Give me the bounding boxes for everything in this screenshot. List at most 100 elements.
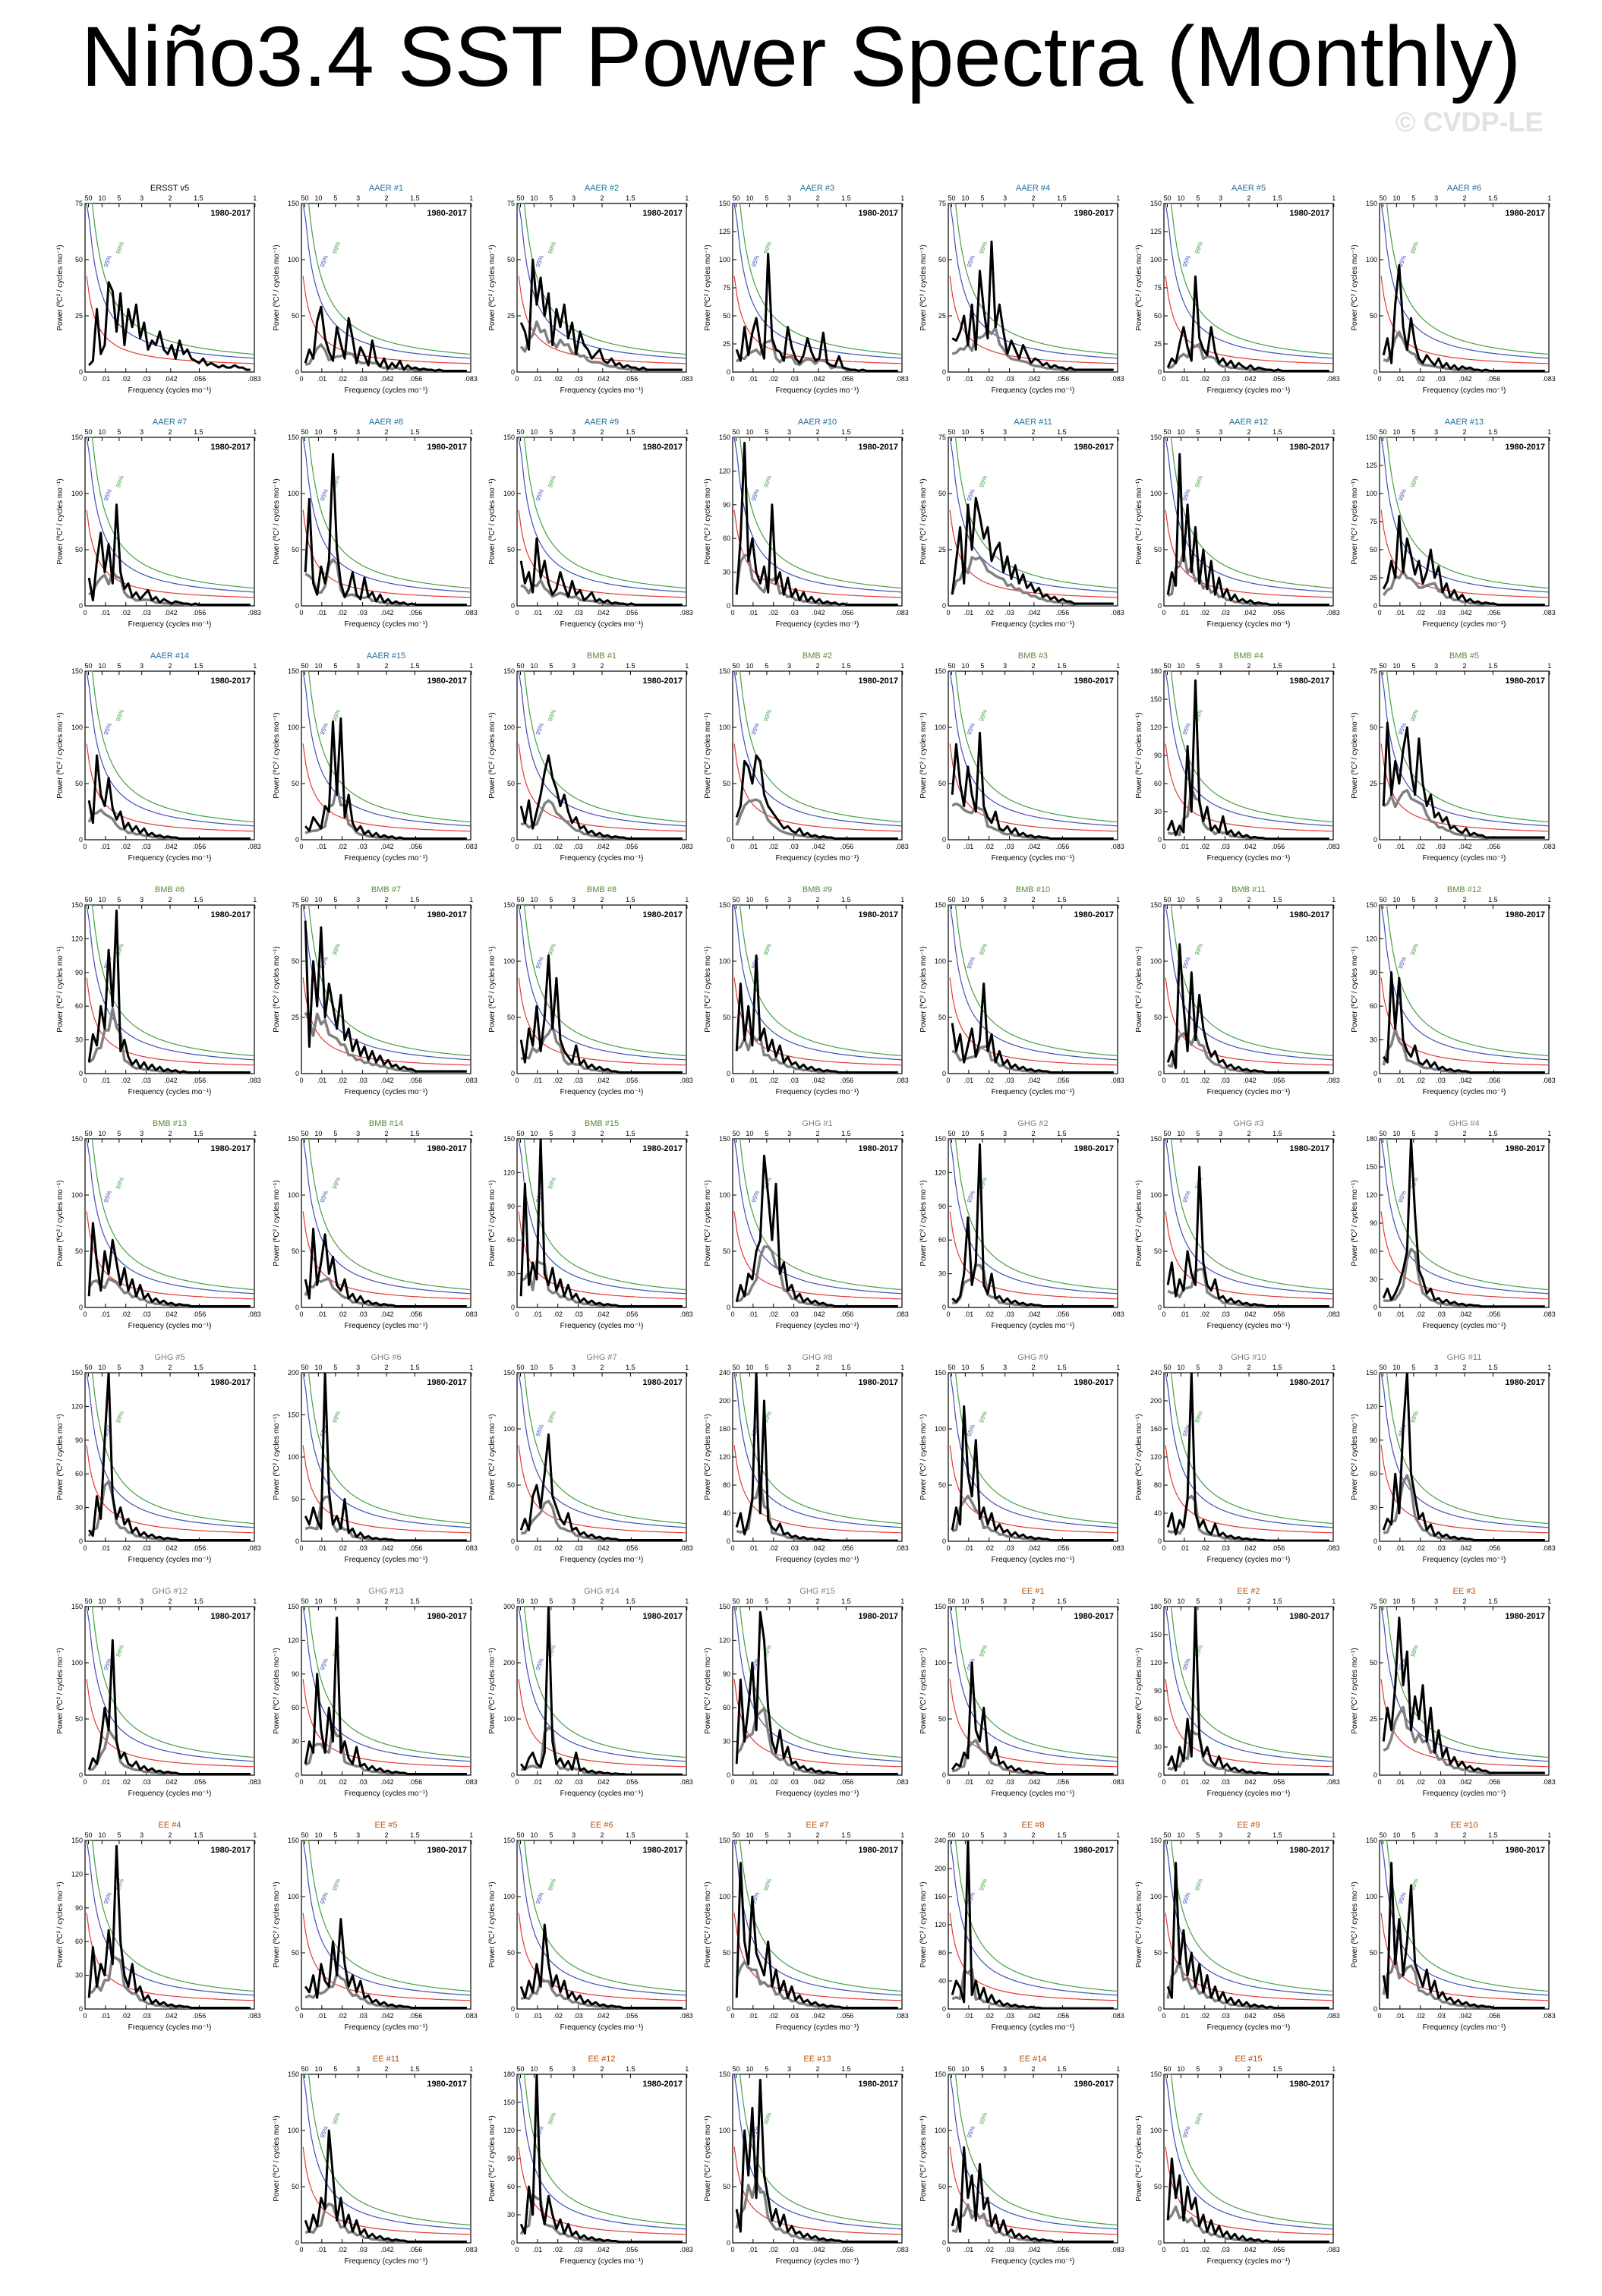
ci-99-label: 99%: [115, 241, 125, 254]
y-tick-label: 100: [1150, 1191, 1162, 1199]
bottom-tick-label: .01: [533, 1310, 543, 1318]
bottom-tick-label: .01: [101, 1544, 111, 1552]
bottom-tick-label: .03: [358, 2012, 367, 2020]
top-tick-label: 50: [732, 194, 740, 202]
panel-title: EE #11: [373, 2055, 399, 2064]
series-line: [87, 1222, 251, 1307]
bottom-tick-label: .02: [337, 2246, 347, 2253]
red-noise-curve: [86, 1679, 254, 1768]
bottom-tick-label: .02: [768, 1544, 778, 1552]
x-axis-label: Frequency (cycles mo⁻¹): [776, 1556, 859, 1564]
bottom-tick-label: .042: [164, 2012, 178, 2020]
ci-95-label: 95%: [966, 956, 976, 970]
plot-frame: [948, 1372, 1118, 1542]
bottom-tick-label: .02: [984, 1310, 994, 1318]
y-tick-label: 100: [719, 724, 730, 731]
plot-area: 95%99%: [518, 437, 686, 606]
plot-frame: [732, 1606, 903, 1776]
panel-title: GHG #3: [1233, 1119, 1263, 1128]
y-tick-label: 0: [1158, 1070, 1162, 1077]
bottom-tick-label: 0: [299, 2246, 303, 2253]
y-tick-label: 50: [292, 312, 299, 320]
y-axis-label: Power (ºC² / cycles mo⁻¹): [1135, 478, 1143, 564]
top-tick-label: 1: [900, 662, 904, 670]
y-tick-label: 100: [503, 490, 515, 497]
plot-area: 95%99%: [86, 203, 254, 371]
series-line: [735, 754, 898, 840]
y-tick-label: 50: [75, 546, 83, 554]
top-tick-label: 2: [1247, 428, 1251, 436]
ci-95-label: 95%: [1181, 1190, 1192, 1203]
ci-95-curve: [1165, 1373, 1333, 1528]
bottom-tick-label: 0: [946, 1778, 950, 1786]
plot-area: 95%99%: [949, 203, 1118, 372]
top-tick-label: 10: [1392, 1364, 1400, 1371]
bottom-tick-label: .02: [121, 1077, 131, 1084]
panel-title: GHG #11: [1447, 1353, 1482, 1362]
bottom-tick-label: .083: [680, 1778, 693, 1786]
plot-area: 95%99%: [1165, 671, 1333, 840]
series-line: [735, 2078, 898, 2243]
y-tick-label: 100: [1150, 490, 1162, 497]
top-tick-label: 1.5: [1057, 1597, 1067, 1605]
bottom-tick-label: .083: [464, 375, 478, 383]
plot-area: 95%99%: [733, 1840, 902, 2009]
series-line: [519, 1139, 683, 1307]
ci-95-curve: [1165, 2074, 1333, 2230]
x-axis-label: Frequency (cycles mo⁻¹): [345, 2257, 428, 2266]
top-tick-label: 2: [816, 1597, 820, 1605]
bottom-tick-label: .083: [1542, 1077, 1556, 1084]
bottom-tick-label: 0: [299, 375, 303, 383]
top-tick-label: 1.5: [1057, 1130, 1067, 1137]
top-tick-label: 5: [980, 1597, 984, 1605]
red-noise-curve: [733, 743, 902, 832]
y-tick-label: 0: [1158, 2239, 1162, 2247]
period-label: 1980-2017: [858, 676, 898, 686]
top-tick-label: 10: [98, 194, 106, 202]
bottom-tick-label: .042: [164, 609, 178, 617]
x-axis-label: Frequency (cycles mo⁻¹): [560, 1322, 644, 1330]
bottom-tick-label: .056: [1056, 1310, 1070, 1318]
top-tick-label: 1.5: [194, 662, 203, 670]
bottom-tick-label: .01: [317, 1778, 327, 1786]
ci-99-label: 99%: [115, 1644, 125, 1657]
red-noise-curve: [86, 1211, 254, 1300]
panel-title: GHG #7: [586, 1353, 617, 1362]
bottom-tick-label: 0: [515, 2012, 519, 2020]
bottom-tick-label: .01: [1395, 375, 1405, 383]
bottom-tick-label: .083: [1326, 1544, 1340, 1552]
ci-99-label: 99%: [978, 1878, 989, 1891]
top-tick-label: 1.5: [841, 1831, 851, 1839]
y-tick-label: 160: [1150, 1425, 1162, 1433]
period-label: 1980-2017: [427, 443, 467, 452]
ci-95-label: 95%: [535, 1424, 545, 1437]
ci-99-label: 99%: [978, 708, 989, 722]
ci-95-curve: [949, 1139, 1118, 1295]
bottom-tick-label: .042: [1243, 609, 1257, 617]
bottom-tick-label: 0: [83, 1310, 87, 1318]
top-tick-label: 3: [787, 1831, 791, 1839]
period-label: 1980-2017: [1505, 209, 1545, 218]
plot-area: 95%99%: [1165, 905, 1333, 1074]
ci-99-label: 99%: [547, 475, 557, 488]
top-tick-label: 3: [572, 896, 576, 904]
y-tick-label: 0: [727, 602, 730, 610]
top-tick-label: 2: [1463, 1831, 1467, 1839]
top-tick-label: 50: [301, 1364, 308, 1371]
y-tick-label: 0: [727, 2239, 730, 2247]
top-tick-label: 10: [1177, 428, 1184, 436]
top-tick-label: 1.5: [1057, 194, 1067, 202]
top-tick-label: 1.5: [1057, 896, 1067, 904]
plot-frame: [84, 1840, 255, 2010]
bottom-tick-label: .042: [380, 843, 394, 850]
bottom-tick-label: .01: [317, 1077, 327, 1084]
ci-95-curve: [1380, 437, 1549, 593]
top-tick-label: 1: [1332, 2065, 1336, 2073]
bottom-tick-label: .042: [596, 2012, 610, 2020]
y-axis-label: Power (ºC² / cycles mo⁻¹): [704, 712, 712, 798]
top-tick-label: 1: [1547, 1597, 1551, 1605]
y-tick-label: 120: [935, 1168, 946, 1176]
ci-99-label: 99%: [762, 942, 773, 956]
y-tick-label: 90: [1370, 1219, 1377, 1227]
